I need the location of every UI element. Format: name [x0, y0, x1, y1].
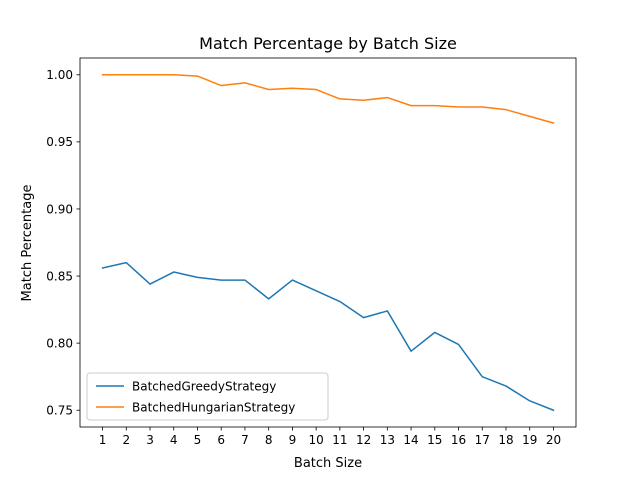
x-tick-label: 17: [475, 433, 490, 447]
series-line-2: [101, 74, 555, 125]
x-tick-label: 3: [146, 433, 154, 447]
x-tick-label: 19: [522, 433, 537, 447]
y-tick-label: 0.80: [46, 336, 73, 350]
plot-area: 1 2 3 4 5 6 7 8 9 10 11 12 13 14 15 16 17 18 19 200.750.800…: [46, 57, 577, 447]
y-axis-label: Match Percentage: [20, 185, 35, 302]
legend-box: [86, 372, 329, 421]
x-tick-label: 12: [356, 433, 371, 447]
x-tick-label: 18: [498, 433, 513, 447]
x-tick-label: 2: [122, 433, 130, 447]
x-tick-label: 20: [546, 433, 561, 447]
chart-title: Match Percentage by Batch Size: [199, 34, 457, 53]
y-tick-label: 1.00: [46, 68, 73, 82]
x-tick-label: 6: [217, 433, 225, 447]
x-axis-label: Batch Size: [294, 456, 362, 471]
x-tick-label: 5: [194, 433, 202, 447]
axes-frame: [79, 57, 577, 428]
series-line-1: [101, 261, 555, 412]
x-tick-label: 16: [451, 433, 466, 447]
x-tick-label: 15: [427, 433, 442, 447]
x-tick-label: 13: [380, 433, 395, 447]
x-tick-label: 9: [289, 433, 297, 447]
x-tick-label: 8: [265, 433, 273, 447]
y-tick-label: 0.75: [46, 404, 73, 418]
x-tick-label: 4: [170, 433, 178, 447]
x-tick-label: 10: [308, 433, 323, 447]
legend-label-2: BatchedHungarianStrategy: [132, 401, 295, 415]
y-tick-label: 0.85: [46, 269, 73, 283]
x-tick-label: 11: [332, 433, 347, 447]
x-tick-label: 1: [99, 433, 107, 447]
x-tick-label: 14: [403, 433, 418, 447]
x-tick-label: 7: [241, 433, 249, 447]
y-tick-label: 0.95: [46, 135, 73, 149]
legend-label-1: BatchedGreedyStrategy: [132, 380, 276, 394]
y-tick-label: 0.90: [46, 202, 73, 216]
